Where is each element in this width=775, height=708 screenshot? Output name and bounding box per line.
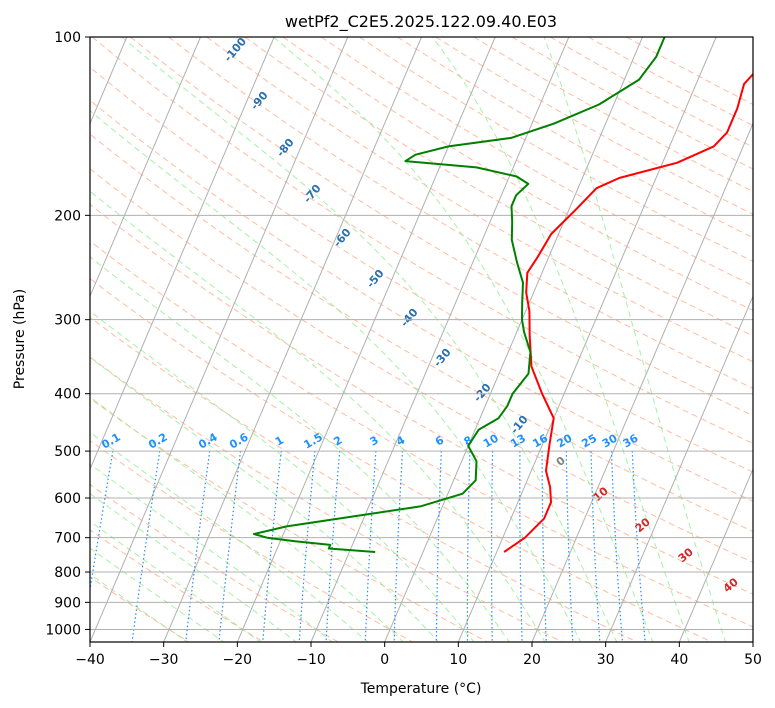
isotherm-line	[90, 37, 275, 471]
mixing-ratio-line	[262, 451, 282, 642]
dry-adiabat-line	[90, 576, 190, 642]
dry-adiabat-line	[90, 356, 563, 642]
isotherm-line	[457, 37, 717, 642]
isotherm-line	[310, 37, 570, 642]
x-tick-label: −40	[75, 652, 105, 668]
mixing-ratio-line	[466, 451, 471, 642]
isotherm-line	[90, 37, 201, 298]
mixing-ratio-line	[565, 451, 574, 642]
y-axis-label: Pressure (hPa)	[12, 289, 28, 389]
moist-adiabat-line	[90, 463, 333, 642]
mixing-ratio-line	[218, 451, 242, 642]
mixing-ratio-line	[393, 451, 404, 642]
x-tick-label: 30	[597, 652, 615, 668]
y-tick-label: 800	[54, 565, 81, 581]
dry-adiabat-line	[90, 203, 753, 595]
x-tick-label: −20	[223, 652, 253, 668]
y-tick-label: 1000	[45, 622, 81, 638]
temperature-profile-line	[503, 72, 753, 553]
mixing-ratio-line	[590, 451, 601, 642]
moist-adiabat-line	[431, 37, 690, 642]
isotherm-line	[605, 295, 753, 642]
mixing-ratio-line	[631, 451, 646, 642]
y-tick-label: 500	[54, 444, 81, 460]
y-tick-label: 900	[54, 595, 81, 611]
moist-adiabat-line	[90, 431, 369, 642]
mixing-ratio-line	[364, 451, 377, 642]
dry-adiabat-line	[90, 316, 638, 642]
y-tick-label: 400	[54, 387, 81, 403]
y-tick-label: 100	[54, 30, 81, 46]
mixing-ratio-line	[610, 451, 623, 642]
y-tick-label: 600	[54, 491, 81, 507]
mixing-ratio-line	[131, 451, 161, 642]
moist-adiabat-line	[90, 190, 546, 642]
x-tick-label: −30	[149, 652, 179, 668]
x-tick-label: 10	[449, 652, 467, 668]
x-tick-label: 20	[523, 652, 541, 668]
isotherm-line	[678, 467, 753, 642]
moist-adiabat-line	[90, 256, 511, 642]
moist-adiabat-line	[272, 37, 654, 642]
dry-adiabat-line	[90, 483, 339, 642]
moist-adiabat-line	[90, 493, 298, 642]
dry-adiabat-line	[90, 397, 488, 642]
dry-adiabat-line	[90, 278, 712, 642]
mixing-ratio-line	[490, 451, 494, 642]
moist-adiabat-line	[90, 547, 225, 642]
y-tick-label: 700	[54, 531, 81, 547]
x-axis: −40 −30 −20 −10 0 10 20 30 40 50	[75, 642, 762, 668]
moist-adiabat-line	[90, 310, 475, 642]
mixing-ratio-line	[435, 451, 442, 642]
dry-adiabat-line	[90, 99, 753, 502]
mixing-ratio-line	[519, 451, 523, 642]
isotherm-line	[163, 37, 422, 642]
mixing-ratio-line	[298, 451, 316, 642]
isotherm-line	[531, 122, 753, 642]
isotherm-line	[384, 37, 643, 642]
moist-adiabat-line	[90, 520, 262, 642]
x-tick-label: 40	[670, 652, 688, 668]
moist-adiabat-line	[90, 356, 440, 642]
y-axis: 100 200 300 400 500 600 700 800 900 1000	[45, 30, 90, 638]
moist-adiabat-line	[90, 396, 404, 642]
moist-adiabat-line	[90, 573, 189, 642]
x-tick-label: −10	[296, 652, 326, 668]
mixing-ratio-line	[325, 451, 341, 642]
chart-title: wetPf2_C2E5.2025.122.09.40.E03	[285, 12, 557, 32]
moist-adiabat-line	[543, 37, 727, 642]
y-tick-label: 200	[54, 208, 81, 224]
x-tick-label: 0	[380, 652, 389, 668]
isotherm-line	[236, 37, 496, 642]
isotherm-line	[90, 37, 349, 642]
mixing-ratio-line	[541, 451, 547, 642]
dry-adiabat-line	[90, 240, 753, 628]
dewpoint-profile-line	[252, 37, 666, 553]
y-tick-label: 300	[54, 313, 81, 329]
mixing-ratio-line	[185, 451, 211, 642]
plot-frame	[89, 36, 754, 643]
x-axis-label: Temperature (°C)	[360, 681, 482, 697]
x-tick-label: 50	[744, 652, 762, 668]
